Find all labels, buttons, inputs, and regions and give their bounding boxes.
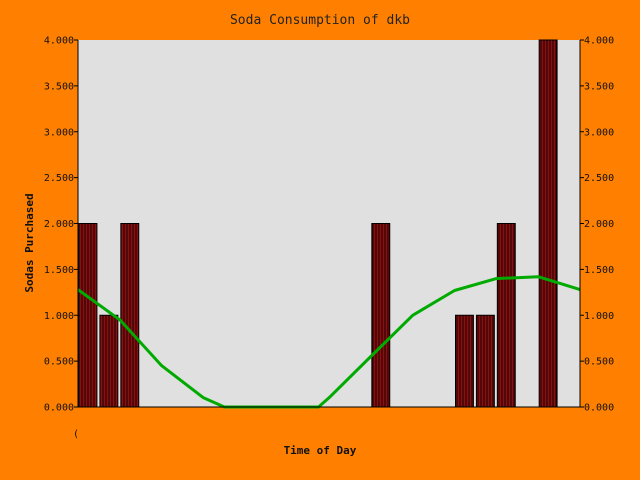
- left-y-tick-label: 0.000: [44, 403, 74, 414]
- left-y-tick-label: 1.500: [44, 265, 74, 276]
- bar-18: [455, 314, 474, 408]
- plot-area: [78, 40, 580, 407]
- bar-2: [120, 223, 140, 408]
- left-y-tick-label: 3.000: [44, 127, 74, 138]
- bar-22: [538, 39, 558, 408]
- right-y-tick-label: 0.500: [584, 357, 614, 368]
- right-y-tick-label: 2.000: [584, 219, 614, 230]
- left-y-tick-label: 4.000: [44, 36, 74, 47]
- right-y-tick-label: 1.500: [584, 265, 614, 276]
- right-y-tick-label: 3.000: [584, 127, 614, 138]
- left-y-tick-label: 2.500: [44, 173, 74, 184]
- bar-20: [496, 223, 516, 408]
- left-y-tick-label: 0.500: [44, 357, 74, 368]
- bar-0: [78, 223, 98, 408]
- left-y-tick-label: 3.500: [44, 81, 74, 92]
- bar-19: [475, 314, 495, 408]
- right-y-tick-label: 3.500: [584, 81, 614, 92]
- right-y-tick-label: 4.000: [584, 36, 614, 47]
- left-y-tick-label: 1.000: [44, 311, 74, 322]
- chart-title: Soda Consumption of dkb: [230, 13, 410, 28]
- bar-1: [99, 314, 119, 408]
- right-y-tick-label: 2.500: [584, 173, 614, 184]
- left-y-tick-label: 2.000: [44, 219, 74, 230]
- y-ticks-group: 0.000 0.000 0.500 0.500 1.000 1.000 1.500 1.500…: [44, 36, 614, 414]
- right-y-tick-label: 0.000: [584, 403, 614, 414]
- x-tick-label: (: [73, 429, 79, 440]
- y-axis-label: Sodas Purchased: [23, 193, 36, 292]
- bars-group: [78, 39, 558, 408]
- x-axis-label: Time of Day: [284, 444, 357, 457]
- bar-14: [371, 223, 391, 408]
- right-y-tick-label: 1.000: [584, 311, 614, 322]
